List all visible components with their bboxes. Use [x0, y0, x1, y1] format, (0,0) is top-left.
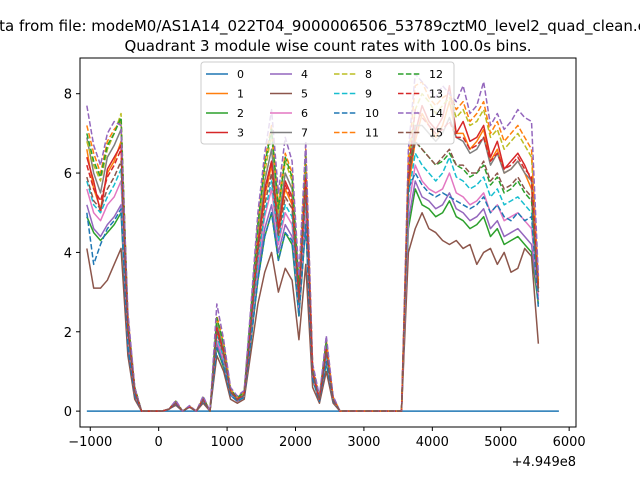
- legend-label-14: 14: [429, 107, 443, 120]
- series-line-10: [86, 172, 540, 412]
- x-tick-label: −1000: [68, 435, 112, 450]
- x-tick-label: 2000: [279, 435, 312, 450]
- y-axis: 0 2 4 6 8: [64, 88, 80, 420]
- legend-label-6: 6: [301, 107, 308, 120]
- legend-label-2: 2: [237, 107, 244, 120]
- figure-suptitle: Data from file: modeM0/AS1A14_022T04_900…: [0, 17, 640, 36]
- legend-label-0: 0: [237, 68, 244, 81]
- y-tick-label: 8: [64, 88, 72, 103]
- legend-label-10: 10: [365, 107, 379, 120]
- legend-label-3: 3: [237, 127, 244, 140]
- plot-area: [86, 73, 559, 412]
- y-tick-label: 6: [64, 167, 72, 182]
- legend-label-13: 13: [429, 88, 443, 101]
- legend-label-4: 4: [301, 68, 308, 81]
- x-tick-label: 3000: [347, 435, 380, 450]
- x-tick-label: 1000: [211, 435, 244, 450]
- x-tick-label: 5000: [484, 435, 517, 450]
- x-tick-label: 6000: [553, 435, 586, 450]
- x-tick-label: 4000: [416, 435, 449, 450]
- legend-box: [200, 61, 455, 145]
- legend-label-8: 8: [365, 68, 372, 81]
- y-tick-label: 4: [64, 246, 72, 261]
- legend-label-11: 11: [365, 127, 379, 140]
- legend-label-9: 9: [365, 88, 372, 101]
- legend-label-1: 1: [237, 88, 244, 101]
- legend-label-7: 7: [301, 127, 308, 140]
- series-line-15: [86, 140, 540, 412]
- y-tick-label: 0: [64, 405, 72, 420]
- chart-title: Quadrant 3 module wise count rates with …: [124, 37, 531, 55]
- y-tick-label: 2: [64, 326, 72, 341]
- x-axis: −1000 0 1000 2000 3000 4000 5000 6000: [68, 427, 586, 450]
- x-tick-label: 0: [155, 435, 163, 450]
- legend-label-12: 12: [429, 68, 443, 81]
- legend-label-15: 15: [429, 127, 443, 140]
- legend-label-5: 5: [301, 88, 308, 101]
- x-axis-offset-label: +4.949e8: [512, 455, 576, 470]
- plot-frame: [79, 57, 577, 428]
